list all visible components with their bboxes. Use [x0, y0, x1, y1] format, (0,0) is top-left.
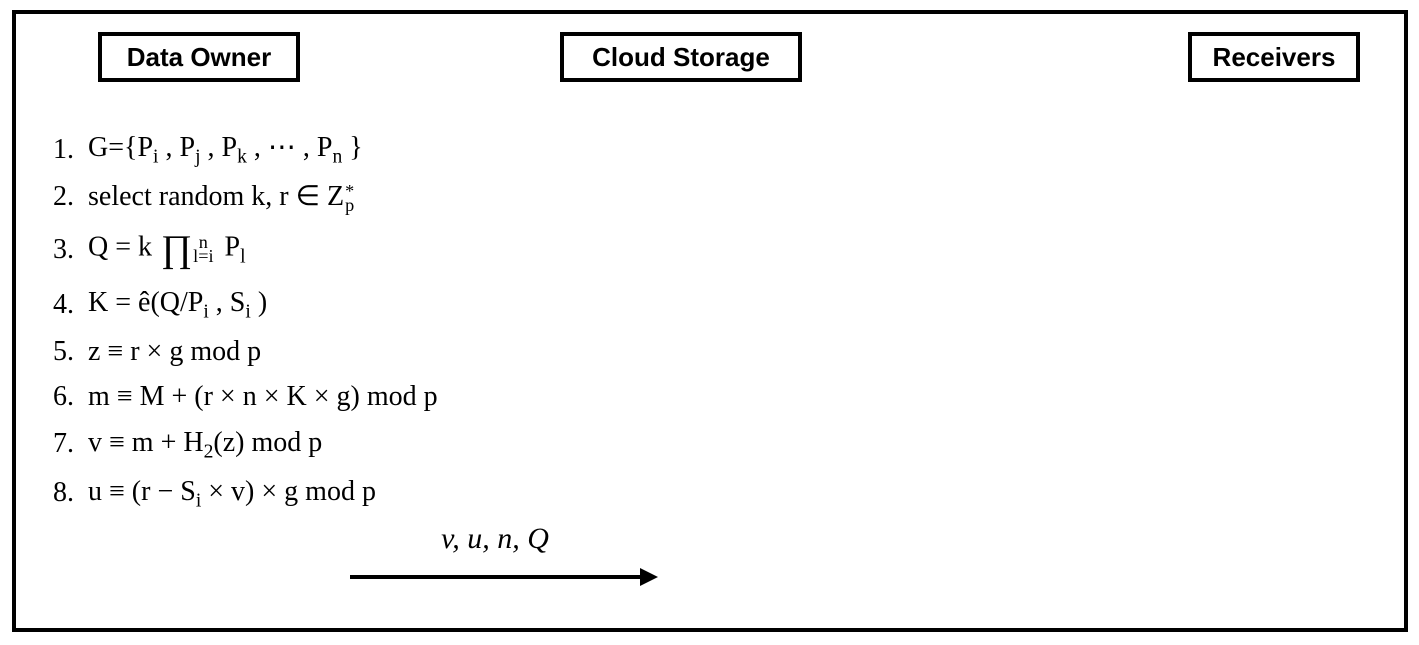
equation-number: 6.: [48, 375, 88, 418]
equation-body: m ≡ M + (r × n × K × g) mod p: [88, 375, 438, 418]
equation-number: 3.: [48, 228, 88, 271]
equation-number: 2.: [48, 175, 88, 218]
equation-row: 3.Q = k ∏nl=i Pl: [48, 220, 438, 279]
equation-row: 2.select random k, r ∈ Z*p: [48, 175, 438, 218]
equation-body: u ≡ (r − Si × v) × g mod p: [88, 470, 376, 517]
equation-number: 5.: [48, 330, 88, 373]
equation-number: 4.: [48, 283, 88, 326]
equation-body: K = ê(Q/Pi , Si ): [88, 281, 267, 328]
equation-body: select random k, r ∈ Z*p: [88, 175, 358, 218]
header-label: Cloud Storage: [592, 42, 770, 73]
equation-body: z ≡ r × g mod p: [88, 330, 261, 373]
equation-row: 6.m ≡ M + (r × n × K × g) mod p: [48, 375, 438, 418]
header-receivers: Receivers: [1188, 32, 1360, 82]
equation-body: G={Pi , Pj , Pk , ⋯ , Pn }: [88, 126, 363, 173]
equation-row: 4.K = ê(Q/Pi , Si ): [48, 281, 438, 328]
equation-number: 1.: [48, 128, 88, 171]
transfer-arrow: v, u, n, Q: [350, 522, 660, 592]
equation-body: Q = k ∏nl=i Pl: [88, 220, 246, 279]
equation-row: 7.v ≡ m + H2(z) mod p: [48, 421, 438, 468]
header-label: Receivers: [1213, 42, 1336, 73]
equation-row: 8.u ≡ (r − Si × v) × g mod p: [48, 470, 438, 517]
header-cloud-storage: Cloud Storage: [560, 32, 802, 82]
equation-row: 1.G={Pi , Pj , Pk , ⋯ , Pn }: [48, 126, 438, 173]
equation-body: v ≡ m + H2(z) mod p: [88, 421, 322, 468]
arrow-label: v, u, n, Q: [350, 522, 640, 556]
equation-list: 1.G={Pi , Pj , Pk , ⋯ , Pn }2.select ran…: [48, 126, 438, 519]
header-label: Data Owner: [127, 42, 272, 73]
equation-number: 8.: [48, 471, 88, 514]
header-data-owner: Data Owner: [98, 32, 300, 82]
equation-number: 7.: [48, 422, 88, 465]
equation-row: 5.z ≡ r × g mod p: [48, 330, 438, 373]
arrow-icon: [350, 562, 660, 592]
